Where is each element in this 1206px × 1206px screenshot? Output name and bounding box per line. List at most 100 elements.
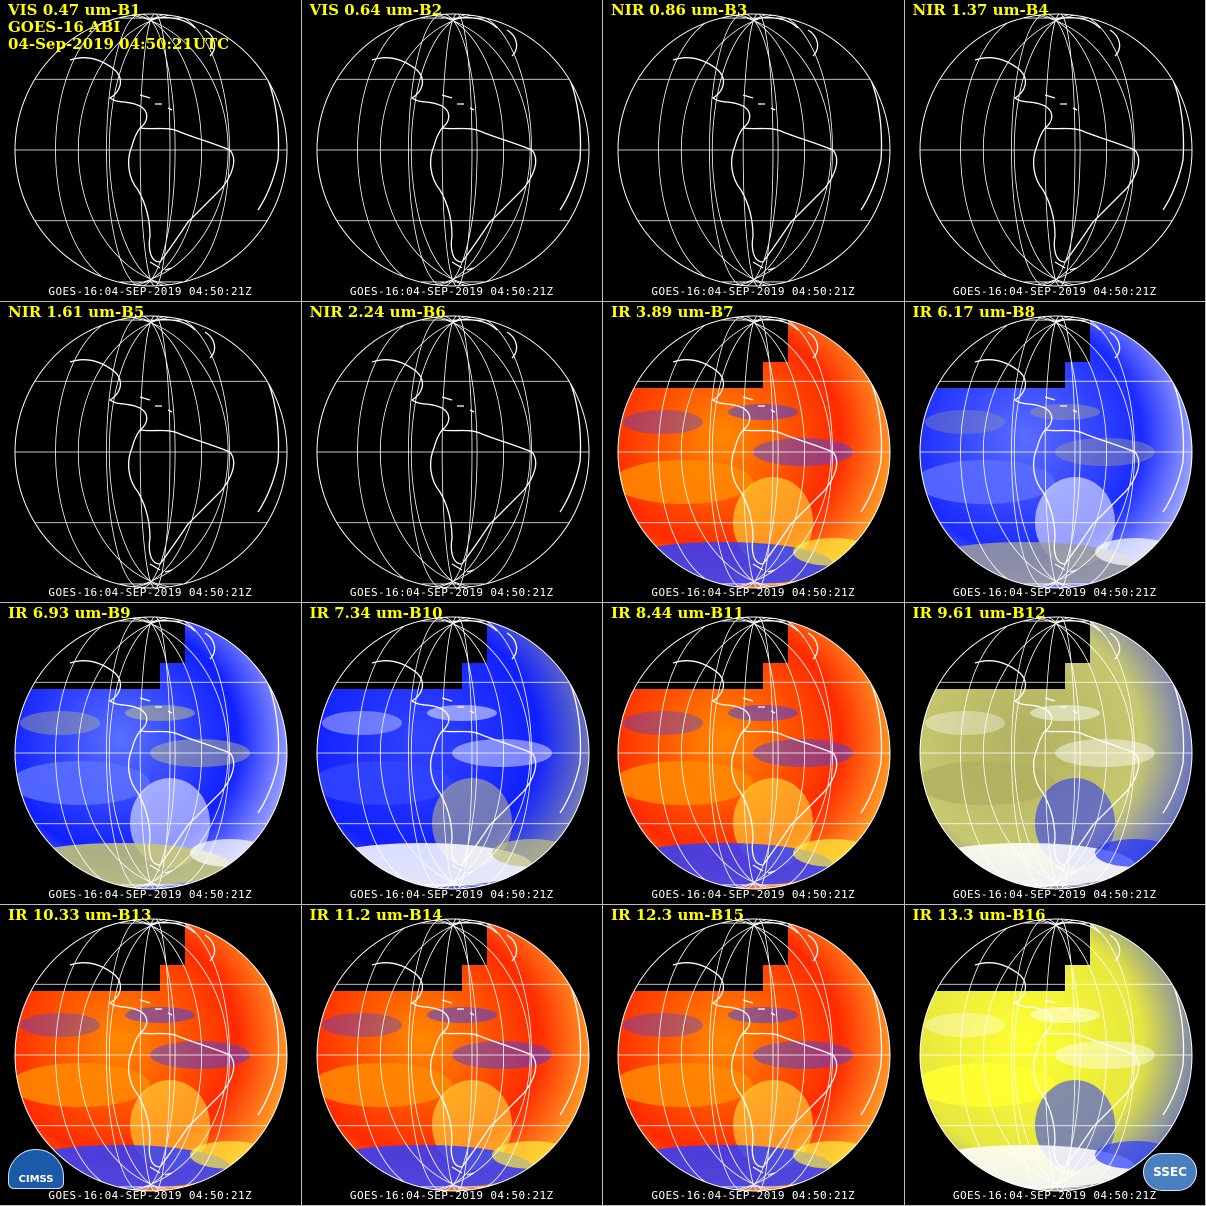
coastline [974, 921, 1184, 1176]
earth-disc-image [316, 13, 589, 287]
band-label: IR 8.44 um-B11 [611, 604, 745, 622]
earth-disc-image [14, 315, 288, 588]
earth-disc-image [316, 918, 589, 1191]
band-title: IR 6.93 um-B9 [8, 605, 131, 622]
band-label: VIS 0.64 um-B2 [309, 1, 443, 19]
earth-disc-image [919, 616, 1192, 890]
panel-footer-timestamp: GOES-16:04-SEP-2019 04:50:21Z [48, 284, 253, 298]
band-title: IR 9.61 um-B12 [913, 605, 1046, 622]
band-title: NIR 2.24 um-B6 [309, 302, 446, 321]
coastline [371, 921, 581, 1176]
band-label: IR 12.3 um-B15 [611, 905, 745, 924]
panel-footer-timestamp: GOES-16:04-SEP-2019 04:50:21Z [952, 887, 1157, 901]
band-panel: IR 3.89 um-B7 GOES-16:04-SEP-2019 04:50:2… [603, 301, 905, 603]
band-panel: IR 13.3 um-B16 GOES-16:04-SEP-2019 04:50:… [904, 904, 1206, 1206]
panel-footer-timestamp: GOES-16:04-SEP-2019 04:50:21Z [952, 284, 1157, 298]
band-panel: NIR 1.61 um-B5 GOES-16:04-SEP-2019 04:50:… [0, 301, 302, 603]
panel-footer-timestamp: GOES-16:04-SEP-2019 04:50:21Z [48, 586, 253, 599]
panel-footer-timestamp: GOES-16:04-SEP-2019 04:50:21Z [349, 284, 554, 298]
band-title: NIR 1.61 um-B5 [8, 302, 145, 321]
band-title: IR 12.3 um-B15 [611, 905, 745, 924]
coastline [371, 620, 581, 874]
panel-footer-timestamp: GOES-16:04-SEP-2019 04:50:21Z [48, 887, 253, 901]
band-label: NIR 1.37 um-B4 [912, 1, 1049, 19]
band-title: IR 7.34 um-B10 [310, 605, 443, 622]
panel-footer-timestamp: GOES-16:04-SEP-2019 04:50:21Z [952, 1189, 1157, 1202]
band-panel: IR 6.93 um-B9 GOES-16:04-SEP-2019 04:50:2… [0, 603, 302, 905]
panel-footer-timestamp: GOES-16:04-SEP-2019 04:50:21Z [349, 1189, 554, 1202]
band-label: IR 11.2 um-B14 [309, 905, 443, 924]
band-label: IR 3.89 um-B7 [611, 302, 734, 321]
band-panel: IR 7.34 um-B10 GOES-16:04-SEP-2019 04:50:… [301, 603, 603, 905]
band-panel: NIR 1.37 um-B4 GOES-16:04-SEP-2019 04:50:… [904, 0, 1206, 302]
earth-disc-image [919, 13, 1192, 287]
band-panel: IR 10.33 um-B13 GOES-16:04-SEP-2019 04:50… [0, 904, 302, 1206]
coastline [974, 620, 1184, 874]
band-title: NIR 0.86 um-B3 [611, 2, 747, 19]
earth-disc-image [919, 315, 1192, 588]
earth-disc-image [14, 616, 288, 890]
earth-disc-image [617, 13, 891, 287]
band-title: NIR 1.37 um-B4 [913, 2, 1049, 19]
coastline [672, 318, 883, 573]
earth-disc-image [316, 616, 589, 890]
panel-footer-timestamp: GOES-16:04-SEP-2019 04:50:21Z [651, 284, 856, 298]
band-panel: IR 12.3 um-B15 GOES-16:04-SEP-2019 04:50:… [603, 904, 905, 1206]
band-panel: IR 11.2 um-B14 GOES-16:04-SEP-2019 04:50:… [301, 904, 603, 1206]
panel-footer-timestamp: GOES-16:04-SEP-2019 04:50:21Z [651, 1189, 856, 1202]
earth-disc-image [14, 13, 288, 287]
panel-footer-timestamp: GOES-16:04-SEP-2019 04:50:21Z [349, 586, 554, 599]
band-label: NIR 1.61 um-B5 [8, 302, 145, 321]
earth-disc-image [617, 315, 891, 588]
coastline [974, 17, 1184, 271]
band-title: IR 13.3 um-B16 [912, 905, 1046, 924]
coastline [69, 921, 280, 1176]
band-title: IR 3.89 um-B7 [611, 302, 734, 321]
coastline [371, 318, 581, 573]
band-title: IR 6.17 um-B8 [912, 302, 1036, 321]
coastline [371, 17, 581, 271]
earth-disc-image [14, 918, 288, 1191]
band-title: VIS 0.47 um-B1 GOES-16 ABI 04-Sep-2019 04:… [8, 2, 229, 53]
ssec-logo: SSEC [1143, 1153, 1197, 1191]
band-panel: IR 6.17 um-B8 GOES-16:04-SEP-2019 04:50:2… [904, 301, 1206, 603]
band-label: NIR 2.24 um-B6 [309, 302, 446, 321]
band-label: NIR 0.86 um-B3 [611, 1, 748, 19]
coastline [672, 921, 883, 1176]
earth-disc-image [316, 315, 589, 588]
band-title: IR 11.2 um-B14 [309, 905, 443, 924]
instrument-label: GOES-16 ABI [8, 18, 121, 36]
band-panel: VIS 0.47 um-B1 GOES-16 ABI 04-Sep-2019 04:… [0, 0, 302, 302]
band-label: IR 10.33 um-B13 [8, 905, 152, 924]
timestamp-label: 04-Sep-2019 04:50:21UTC [8, 35, 230, 53]
band-title: VIS 0.64 um-B2 [310, 2, 443, 19]
band-panel: VIS 0.64 um-B2 GOES-16:04-SEP-2019 04:50:… [301, 0, 603, 302]
panel-footer-timestamp: GOES-16:04-SEP-2019 04:50:21Z [349, 887, 554, 901]
band-label: IR 6.17 um-B8 [912, 302, 1036, 321]
coastline [974, 318, 1184, 573]
coastline [69, 620, 280, 874]
earth-disc-image [617, 918, 891, 1191]
band-label: IR 6.93 um-B9 [8, 604, 131, 622]
panel-footer-timestamp: GOES-16:04-SEP-2019 04:50:21Z [651, 887, 856, 901]
coastline [69, 318, 280, 573]
band-label: IR 13.3 um-B16 [912, 905, 1046, 924]
earth-disc-image [617, 616, 891, 890]
band-panel: IR 8.44 um-B11 GOES-16:04-SEP-2019 04:50:… [603, 603, 905, 905]
band-title: IR 8.44 um-B11 [611, 605, 744, 622]
band-panel: NIR 0.86 um-B3 GOES-16:04-SEP-2019 04:50:… [603, 0, 905, 302]
coastline [69, 17, 280, 271]
band-label: IR 9.61 um-B12 [912, 604, 1046, 622]
band-panel: IR 9.61 um-B12 GOES-16:04-SEP-2019 04:50:… [904, 603, 1206, 905]
coastline [672, 17, 883, 271]
panel-footer-timestamp: GOES-16:04-SEP-2019 04:50:21Z [48, 1189, 253, 1202]
band-panel: NIR 2.24 um-B6 GOES-16:04-SEP-2019 04:50:… [301, 301, 603, 603]
cimss-logo: CIMSS [8, 1149, 64, 1189]
coastline [672, 620, 883, 874]
panel-footer-timestamp: GOES-16:04-SEP-2019 04:50:21Z [952, 586, 1157, 599]
band-label: VIS 0.47 um-B1 [8, 1, 141, 19]
band-title: IR 10.33 um-B13 [8, 905, 152, 924]
earth-disc-image [919, 918, 1192, 1191]
band-label: IR 7.34 um-B10 [309, 604, 443, 622]
